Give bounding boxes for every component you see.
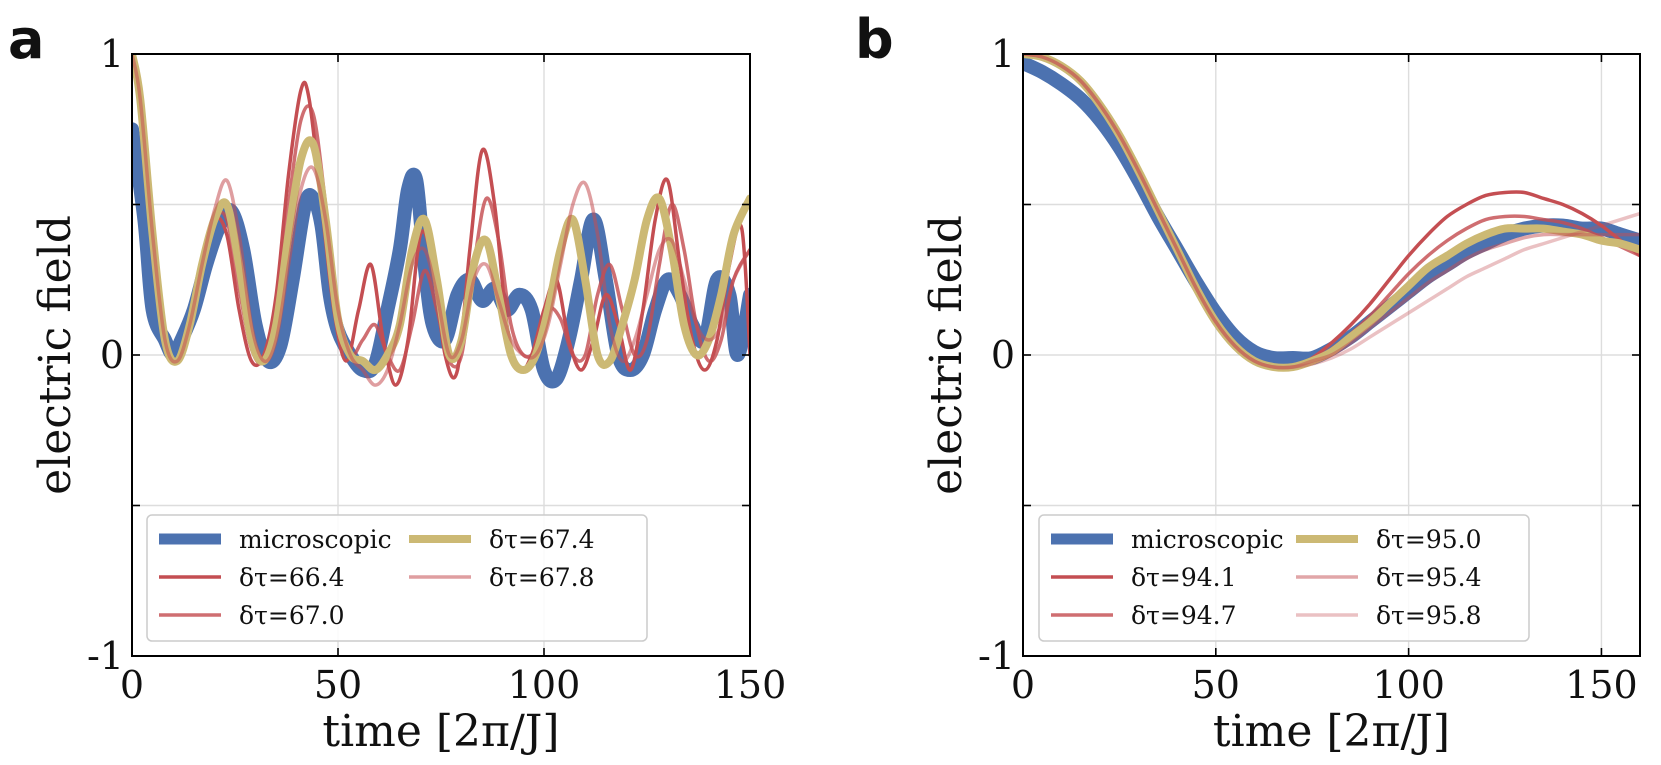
panel-b-legend-label-0: microscopic — [1131, 525, 1284, 554]
panel-b-series-line-1 — [1023, 54, 1640, 370]
panel-a-y-tick-label-2: 1 — [100, 32, 124, 76]
panel-a-legend-label-0: microscopic — [239, 525, 392, 554]
panel-a-series-line-2 — [132, 54, 750, 373]
panel-b-y-axis-label: electric field — [921, 215, 972, 495]
panel-b-legend: microscopic δτ=94.1 δτ=94.7 δτ=95.0 δτ=95.4 δ… — [1038, 514, 1530, 642]
panel-a-x-tick-label-2: 100 — [508, 663, 581, 707]
panel-a-legend-label-2: δτ=67.0 — [239, 601, 345, 630]
panel-a-legend: microscopic δτ=66.4 δτ=67.0 δτ=67.4 δτ=67.8 — [146, 514, 648, 642]
panel-b-x-axis-label: time [2π/J] — [1213, 706, 1450, 757]
panel-b-letter: b — [855, 8, 894, 71]
panel-b-series — [1023, 54, 1640, 372]
panel-a-x-tick-label-0: 0 — [120, 663, 144, 707]
panel-a-legend-label-4: δτ=67.8 — [489, 563, 595, 592]
panel-a-legend-label-1: δτ=66.4 — [239, 563, 345, 592]
panel-b-y-tick-label-1: 0 — [991, 333, 1015, 377]
panel-b-x-tick-label-1: 50 — [1192, 663, 1240, 707]
panel-b-legend-label-4: δτ=95.4 — [1376, 563, 1482, 592]
panel-b-ticks — [1022, 53, 1640, 657]
panel-a-series-line-3 — [132, 54, 750, 375]
panel-a-x-tick-label-1: 50 — [314, 663, 362, 707]
panel-b-series-line-2 — [1023, 54, 1640, 370]
panel-b-legend-label-3: δτ=95.0 — [1376, 525, 1482, 554]
panel-b-legend-label-5: δτ=95.8 — [1376, 601, 1482, 630]
panel-b-legend-frame — [1038, 514, 1530, 642]
panel-a-ticks — [131, 53, 751, 657]
panel-a-y-tick-label-0: -1 — [87, 634, 124, 678]
panel-b: b 0 50 100 150-101 time [2π/J] electric fie… — [855, 8, 1641, 757]
panel-a-series — [132, 54, 750, 389]
panel-b-legend-label-1: δτ=94.1 — [1131, 563, 1237, 592]
panel-b-y-tick-label-0: -1 — [978, 634, 1015, 678]
panel-b-x-tick-label-3: 150 — [1565, 663, 1638, 707]
panel-a-legend-frame — [146, 514, 648, 642]
panel-a-y-tick-label-1: 0 — [100, 333, 124, 377]
panel-b-x-tick-label-0: 0 — [1011, 663, 1035, 707]
panel-a-legend-label-3: δτ=67.4 — [489, 525, 595, 554]
panel-b-series-line-5 — [1023, 54, 1640, 370]
panel-b-legend-label-2: δτ=94.7 — [1131, 601, 1237, 630]
panel-a-y-axis-label: electric field — [30, 215, 81, 495]
panel-b-y-tick-label-2: 1 — [991, 32, 1015, 76]
panel-a: a 0 50 100 150-101 time [2π/J] electric fie… — [8, 8, 786, 757]
panel-b-series-line-0 — [1023, 56, 1640, 366]
panel-b-tick-labels: 0 50 100 150-101 — [978, 32, 1638, 707]
panel-a-tick-labels: 0 50 100 150-101 — [87, 32, 786, 707]
panel-b-x-tick-label-2: 100 — [1372, 663, 1445, 707]
panel-a-series-line-4 — [132, 54, 750, 387]
panel-a-x-tick-label-3: 150 — [714, 663, 787, 707]
panel-a-x-axis-label: time [2π/J] — [322, 706, 559, 757]
panel-b-series-line-4 — [1023, 54, 1640, 370]
panel-a-letter: a — [8, 8, 44, 71]
panel-b-series-line-3 — [1023, 54, 1640, 372]
